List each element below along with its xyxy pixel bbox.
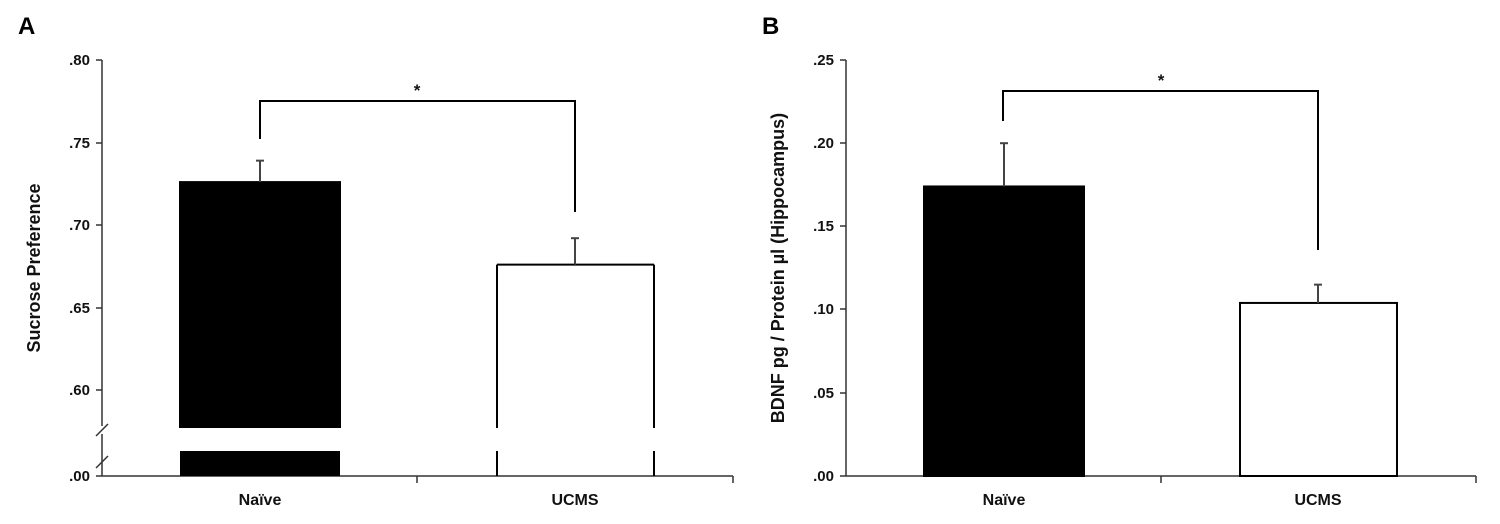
panel-a-y-tick-label: .70 <box>69 217 90 234</box>
panel-b-significance-star: * <box>1158 71 1165 90</box>
panel-a-significance-bracket <box>259 100 576 212</box>
panel-b-y-tick-label: .10 <box>813 301 834 318</box>
panel-a-significance-star: * <box>414 81 421 100</box>
panel-b-bar-ucms <box>1239 301 1398 477</box>
panel-a-y-tick-label: .60 <box>69 382 90 399</box>
panel-b-error-bar-naive <box>1000 142 1008 187</box>
panel-a-y-tick-label: .80 <box>69 52 90 69</box>
panel-a-y-axis-label: Sucrose Preference <box>24 183 44 352</box>
panel-b-y-axis-label: BDNF pg / Protein µl (Hippocampus) <box>768 113 788 423</box>
panel-a-category-label: Naïve <box>239 492 282 509</box>
panel-b-y-tick-label: .20 <box>813 135 834 152</box>
panel-a-bar-ucms-outline <box>496 263 655 476</box>
panel-a-category-label: UCMS <box>551 492 598 509</box>
panel-b: B BDNF pg / Protein µl (Hippocampus) .00… <box>762 13 1477 509</box>
panel-b-category-label: Naïve <box>983 492 1026 509</box>
panel-a-bar-naive <box>179 181 341 428</box>
panel-b-bar-naive <box>923 185 1085 478</box>
panel-b-letter: B <box>762 13 779 40</box>
panel-a-error-bar-ucms <box>571 237 579 265</box>
panel-b-category-label: UCMS <box>1294 492 1341 509</box>
panel-a-axis-break-mark-upper <box>95 423 109 437</box>
panel-b-y-tick-label: .00 <box>813 468 834 485</box>
panel-a-bar-naive-base <box>180 451 340 476</box>
panel-b-error-bar-ucms <box>1314 283 1322 303</box>
panel-b-y-tick-label: .25 <box>813 52 834 69</box>
panel-a-y-tick-label: .00 <box>69 468 90 485</box>
panel-a-axis-break-mark-lower <box>95 455 109 469</box>
panel-b-y-tick-label: .05 <box>813 385 834 402</box>
panel-a-error-bar-naive <box>256 159 264 183</box>
panel-b-significance-bracket <box>1002 90 1319 250</box>
panel-b-y-tick-label: .15 <box>813 218 834 235</box>
panel-a-letter: A <box>18 13 35 40</box>
panel-a-y-tick-label: .75 <box>69 135 90 152</box>
panel-a: A Sucrose Preference .00 .60 .65 .70 .75… <box>18 13 734 509</box>
panel-a-y-tick-label: .65 <box>69 300 90 317</box>
